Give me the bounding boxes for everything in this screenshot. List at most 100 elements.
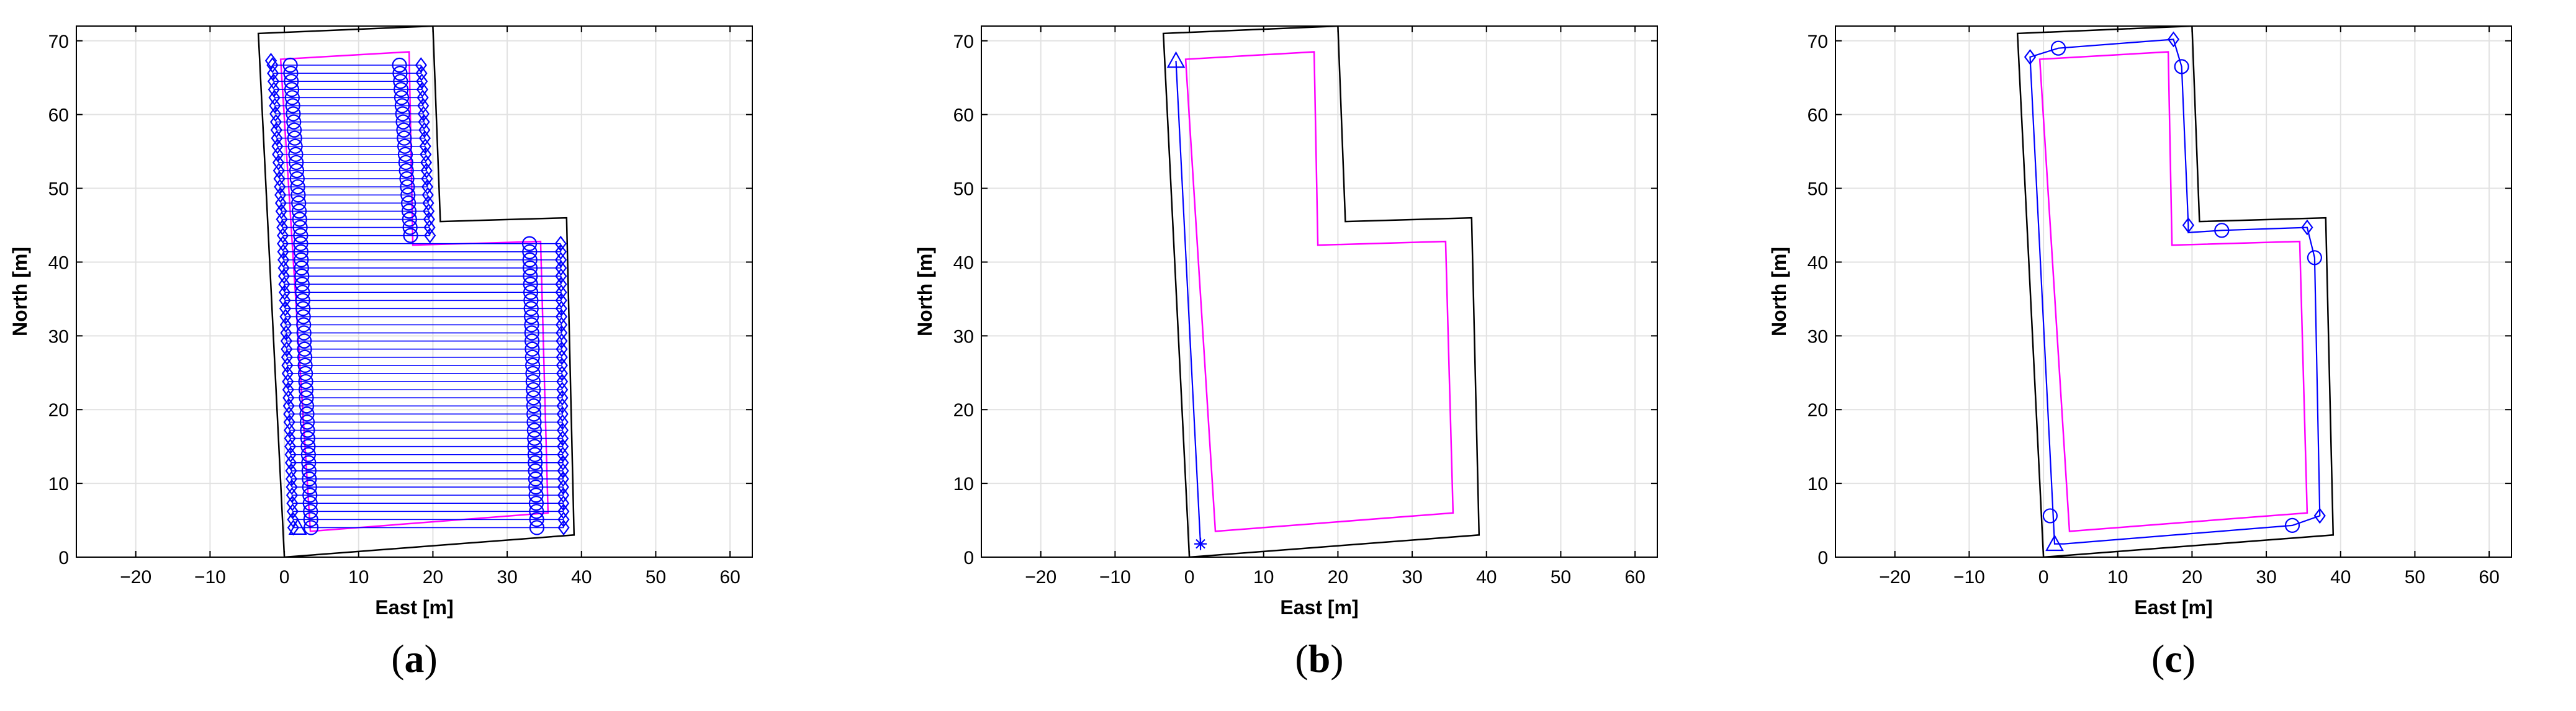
x-tick-label: 20 <box>423 567 443 588</box>
path-circle-marker <box>297 349 313 365</box>
path-circle-marker <box>295 293 310 308</box>
path-circle-marker <box>299 398 315 414</box>
path-circle-marker <box>287 138 303 154</box>
path-circle-marker <box>394 82 409 97</box>
y-tick-label: 10 <box>48 474 69 494</box>
x-tick-label: −20 <box>1025 567 1056 588</box>
diamond-marker <box>271 130 283 146</box>
diamond-marker <box>555 292 567 309</box>
diamond-marker <box>285 463 297 479</box>
path-circle-marker <box>284 82 300 97</box>
panel-label: (c) <box>2151 637 2195 681</box>
path-circle-marker <box>526 423 542 438</box>
path-circle-marker <box>293 236 308 251</box>
x-tick-label: 20 <box>1328 567 1348 588</box>
diamond-marker <box>416 81 428 98</box>
path-circle-marker <box>282 57 298 73</box>
diamond-marker <box>420 154 433 171</box>
path-circle-marker <box>286 122 302 138</box>
diamond-marker <box>277 260 290 276</box>
path-circle-marker <box>300 423 315 438</box>
diamond-marker <box>281 365 294 382</box>
diamond-marker <box>270 122 282 138</box>
x-tick-label: 50 <box>646 567 666 588</box>
diamond-marker <box>2024 49 2037 65</box>
diamond-marker <box>284 454 297 471</box>
panel-c: −20 −10 0 10 20 30 40 50 60 0 10 20 30 40 50 60 70 East [… <box>1768 25 2512 681</box>
path-circle-marker <box>295 301 311 316</box>
path-circle-marker <box>394 98 410 114</box>
diamond-marker <box>271 138 284 154</box>
diamond-marker <box>556 382 569 398</box>
path-circle-marker <box>2050 40 2066 56</box>
diamond-marker <box>556 333 568 349</box>
path-circle-marker <box>402 220 418 235</box>
y-tick-label: 40 <box>953 253 974 273</box>
diamond-marker <box>280 333 293 349</box>
path-circle-marker <box>289 163 305 179</box>
diamond-marker <box>268 81 280 98</box>
path-circle-marker <box>286 106 301 122</box>
path-circle-marker <box>525 365 541 382</box>
diamond-marker <box>554 235 567 252</box>
path-circle-marker <box>299 390 314 406</box>
path-circle-marker <box>529 512 544 527</box>
field-boundary <box>1162 26 1480 557</box>
path-circle-marker <box>522 260 538 276</box>
x-tick-label: 50 <box>2405 567 2425 588</box>
path-circle-marker <box>523 268 538 284</box>
diamond-marker <box>417 97 430 114</box>
offset-boundary <box>2038 51 2308 532</box>
path-circle-marker <box>2042 508 2058 524</box>
path-circle-marker <box>526 414 542 430</box>
y-tick-label: 10 <box>953 474 974 494</box>
diamond-marker <box>272 154 285 171</box>
y-axis-label: North [m] <box>914 247 936 336</box>
path-circle-marker <box>294 277 310 292</box>
diamond-marker <box>556 390 569 406</box>
triangle-marker <box>1166 51 1186 68</box>
path-circle-marker <box>397 130 412 146</box>
x-tick-label: 10 <box>1253 567 1274 588</box>
diamond-marker <box>275 203 287 220</box>
y-tick-label: 20 <box>1808 400 1828 421</box>
diamond-marker <box>556 430 569 447</box>
path-circle-marker <box>392 65 408 81</box>
x-tick-label: −10 <box>194 567 226 588</box>
x-tick-label: 10 <box>348 567 369 588</box>
star-marker <box>1194 537 1207 550</box>
diamond-marker <box>273 171 286 187</box>
diamond-marker <box>557 503 570 520</box>
diamond-marker <box>418 114 430 130</box>
diamond-marker <box>555 316 568 333</box>
diamond-marker <box>281 341 293 357</box>
x-axis-label: East [m] <box>375 596 453 619</box>
diamond-marker <box>274 179 286 195</box>
y-tick-label: 50 <box>48 179 69 200</box>
diamond-marker <box>286 487 299 503</box>
path-circle-marker <box>400 179 415 195</box>
y-tick-label: 30 <box>48 326 69 347</box>
y-tick-label: 0 <box>58 548 69 568</box>
diamond-marker <box>264 53 277 69</box>
x-tick-label: −20 <box>120 567 151 588</box>
x-tick-label: 30 <box>497 567 517 588</box>
diamond-marker <box>417 105 430 122</box>
diamond-marker <box>2313 508 2326 524</box>
field-boundary <box>257 26 575 557</box>
diamond-marker <box>422 195 435 212</box>
diamond-marker <box>274 187 287 203</box>
diamond-marker <box>555 276 567 292</box>
path-circle-marker <box>289 154 304 171</box>
path-circle-marker <box>284 90 300 105</box>
path-line <box>1175 60 1202 544</box>
offset-boundary <box>279 51 549 532</box>
diamond-marker <box>555 300 567 317</box>
path-circle-marker <box>296 325 312 341</box>
diamond-marker <box>285 471 298 487</box>
diamond-marker <box>284 446 297 463</box>
diamond-marker <box>423 219 436 236</box>
diamond-marker <box>282 373 294 390</box>
diamond-marker <box>283 414 295 431</box>
path-circle-marker <box>292 212 307 227</box>
